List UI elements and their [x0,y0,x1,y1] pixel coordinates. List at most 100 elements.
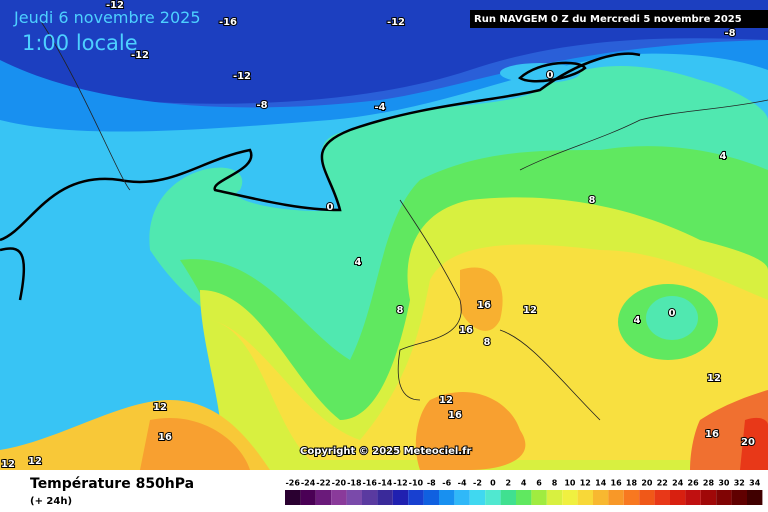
contour-label: -12 [106,0,124,11]
contour-label: 16 [459,325,473,336]
legend-swatch [362,490,378,505]
contour-label: 8 [484,337,491,348]
legend-swatch [469,490,486,505]
field-orange-west [140,418,250,470]
legend-swatch [485,490,501,505]
field-red-east [740,417,768,470]
legend-label: 18 [626,479,638,488]
contour-label: 16 [477,300,491,311]
copyright: Copyright © 2025 Meteociel.fr [300,446,471,457]
legend-label: -10 [409,479,424,488]
contour-label: 12 [28,456,42,467]
legend-label: 28 [703,479,715,488]
legend-swatch [285,490,301,505]
legend-swatch [408,490,424,505]
field-yellow [210,244,768,460]
legend-swatch [392,490,409,505]
contour-label: 16 [705,429,719,440]
field-cool-core [646,296,698,340]
legend-label: -20 [332,479,347,488]
field-orange-france [460,267,503,331]
legend-swatch [747,490,763,505]
legend-label: 22 [657,479,668,488]
legend-swatch [670,490,686,505]
footer-lead: (+ 24h) [30,496,72,507]
legend-swatch [731,490,747,505]
legend-label: -26 [285,479,300,488]
legend-label: 6 [536,479,542,488]
legend-swatch [608,490,624,505]
legend-swatch [346,490,362,505]
legend-label: 2 [506,479,512,488]
legend-swatch [639,490,655,505]
contour-label: 8 [397,305,404,316]
legend-label: 32 [734,479,745,488]
contour-label: 8 [589,195,596,206]
contour-label: 16 [158,432,172,443]
zero-isotherm [0,52,641,242]
legend-label: 14 [595,479,607,488]
contour-label: -12 [233,71,251,82]
legend-swatch [716,490,732,505]
legend-label: 30 [718,479,730,488]
legend-label: 34 [749,479,761,488]
legend-swatch [700,490,717,505]
contour-label: 20 [741,437,755,448]
footer-title: Température 850hPa [30,476,194,492]
legend-swatch [300,490,316,505]
contour-label: 0 [669,308,676,319]
legend-label: 24 [672,479,684,488]
contour-label: 16 [448,410,462,421]
legend-swatch [562,490,578,505]
legend-swatch [654,490,670,505]
contour-label: 4 [355,257,362,268]
legend-label: 12 [580,479,591,488]
contour-label: 12 [523,305,537,316]
legend-swatch [331,490,347,505]
legend-swatch [315,490,332,505]
legend-label: -2 [473,479,482,488]
legend-swatch [377,490,393,505]
coastline [39,19,768,421]
contour-label: 12 [153,402,167,413]
legend-label: -12 [393,479,407,488]
zero-isotherm-north [517,61,587,83]
contour-label: 0 [327,202,334,213]
legend-swatch [546,490,563,505]
legend-swatch [516,490,532,505]
legend-swatch [577,490,593,505]
legend-swatch [531,490,547,505]
legend-swatch [454,490,470,505]
legend-label: 16 [611,479,623,488]
contour-label: -8 [724,28,735,39]
contour-label: 4 [720,151,727,162]
legend-label: -14 [378,479,393,488]
legend-label: -6 [442,479,451,488]
run-label: Run NAVGEM 0 Z du Mercredi 5 novembre 20… [474,14,742,25]
legend-label: -24 [301,479,316,488]
contour-label: -4 [374,102,385,113]
zero-isotherm-west [0,247,26,301]
run-box [470,10,768,28]
legend-label: -18 [347,479,362,488]
contour-label: -16 [219,17,237,28]
contour-label: 4 [634,315,641,326]
legend-label: -16 [362,479,377,488]
contour-label: -12 [387,17,405,28]
legend-label: -22 [316,479,330,488]
contour-label: -12 [131,50,149,61]
time-label: 1:00 locale [22,31,138,55]
legend-swatch [500,490,516,505]
legend-label: 10 [564,479,576,488]
legend-swatch [623,490,640,505]
legend-label: -8 [427,479,436,488]
contour-label: 12 [439,395,453,406]
contour-label: -8 [256,100,267,111]
contour-label: 12 [1,459,15,470]
field-orange-med [415,391,526,470]
contour-label: 12 [707,373,721,384]
legend-swatch [685,490,701,505]
date-label: Jeudi 6 novembre 2025 [13,8,201,27]
legend-label: 20 [641,479,653,488]
legend-label: 26 [688,479,700,488]
